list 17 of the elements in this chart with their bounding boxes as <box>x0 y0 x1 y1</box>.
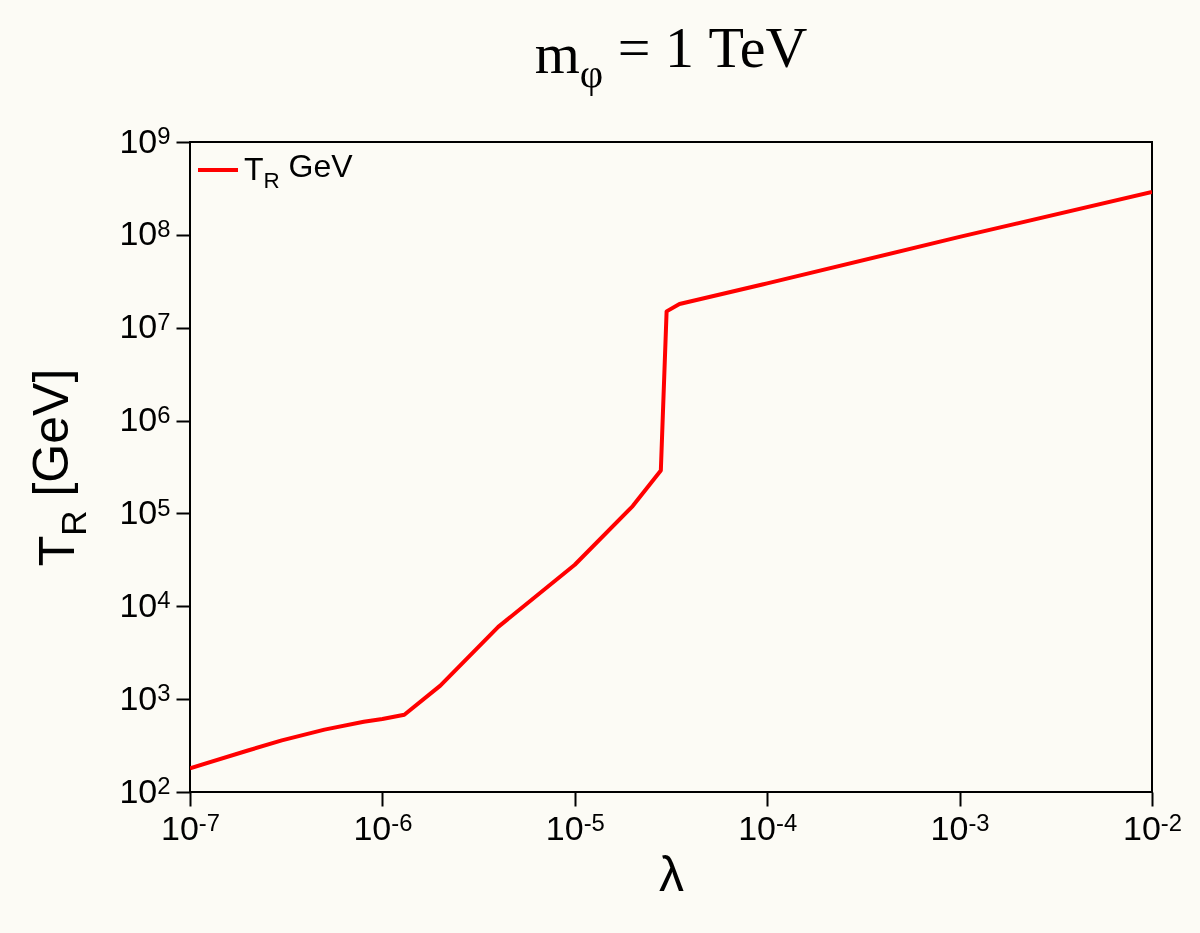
x-tick-label: 10$^{-7}$ <box>161 808 220 847</box>
x-tick-label: 10$^{-3}$ <box>930 808 990 847</box>
x-tick-label: 10$^{-5}$ <box>545 808 605 847</box>
y-tick-label: 10$^{4}$ <box>119 585 171 624</box>
y-tick-label: 10$^{9}$ <box>119 121 171 160</box>
x-tick-label: 10$^{-2}$ <box>1123 808 1182 847</box>
legend-label: T$_{R}$ GeV <box>244 147 354 193</box>
y-tick-label: 10$^{3}$ <box>119 678 171 717</box>
x-tick-label: 10$^{-6}$ <box>353 808 413 847</box>
y-tick-label: 10$^{7}$ <box>119 307 171 346</box>
x-tick-label: 10$^{-4}$ <box>738 808 798 847</box>
y-tick-label: 10$^{6}$ <box>119 400 171 439</box>
x-axis-title: λ <box>659 845 684 902</box>
y-tick-label: 10$^{2}$ <box>119 771 171 810</box>
y-tick-label: 10$^{8}$ <box>119 214 171 253</box>
y-tick-label: 10$^{5}$ <box>119 492 171 531</box>
chart-title: m$_{φ}$ = 1 TeV <box>534 14 808 97</box>
